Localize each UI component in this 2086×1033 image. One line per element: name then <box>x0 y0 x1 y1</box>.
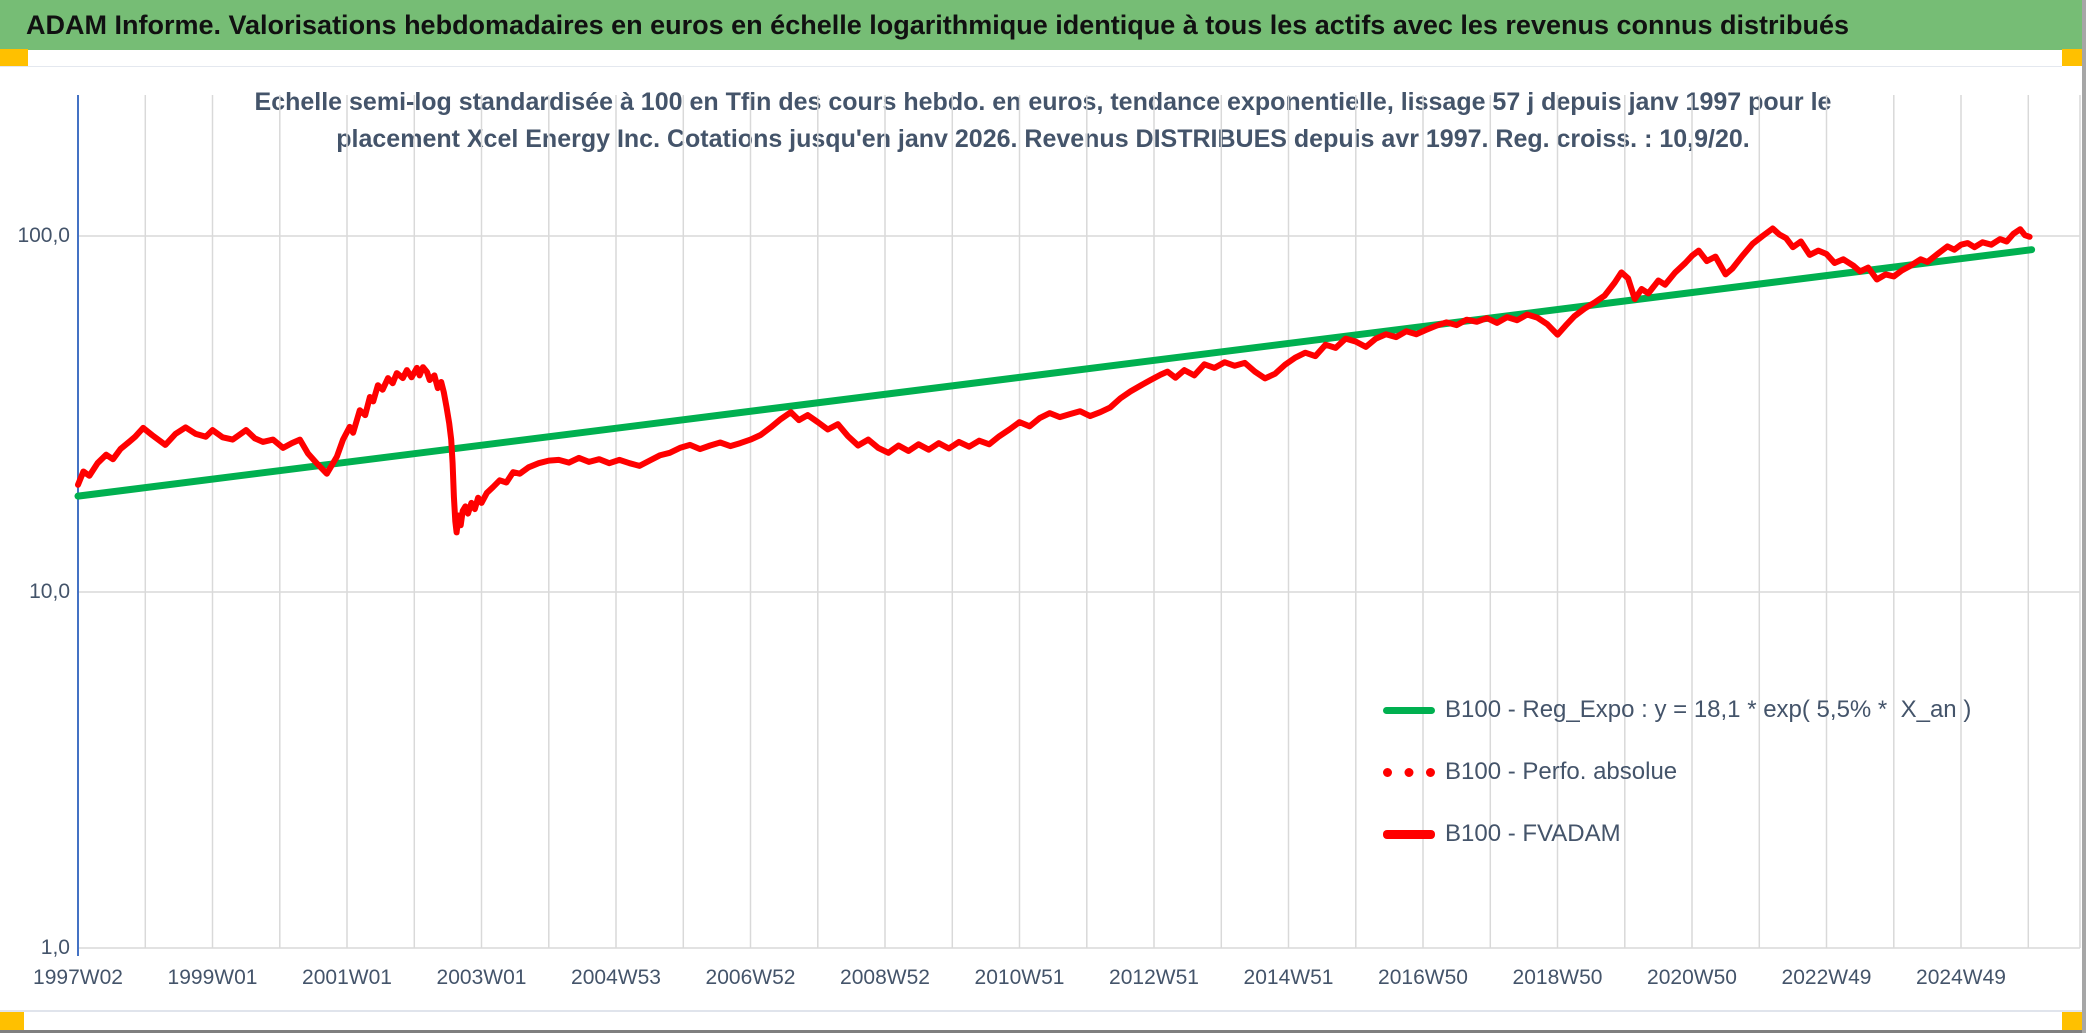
chart-title-line-2: placement Xcel Energy Inc. Cotations jus… <box>336 125 1750 153</box>
gold-corner-bottom-left <box>0 1012 24 1030</box>
y-tick-label: 1,0 <box>40 936 70 959</box>
x-tick-label: 2006W52 <box>705 966 796 989</box>
x-tick-label: 2004W53 <box>571 966 661 989</box>
legend-item: B100 - Perfo. absolue <box>1383 741 1971 803</box>
x-tick-label: 2001W01 <box>302 966 392 989</box>
gold-corner-bottom-right <box>2062 1012 2082 1030</box>
legend-swatch-solid-line <box>1383 706 1435 714</box>
page-title: ADAM Informe. Valorisations hebdomadaire… <box>26 10 1850 40</box>
gold-corner-top-left <box>0 49 28 66</box>
series-reg-expo-line <box>74 246 2036 500</box>
title-banner: ADAM Informe. Valorisations hebdomadaire… <box>0 0 2082 50</box>
y-tick-label: 10,0 <box>29 580 70 603</box>
x-tick-label: 1997W02 <box>33 966 123 989</box>
header-separator <box>0 66 2062 67</box>
right-edge-border <box>2082 0 2086 1033</box>
gold-corner-top-right <box>2062 49 2082 66</box>
bottom-edge-line <box>0 1030 2086 1033</box>
footer-separator <box>0 1010 2086 1012</box>
x-tick-label: 2014W51 <box>1243 966 1334 989</box>
series-fvadam-line <box>75 225 2033 536</box>
x-tick-label: 1999W01 <box>167 966 258 989</box>
chart-title-line-1: Echelle semi-log standardisée à 100 en T… <box>254 88 1832 116</box>
legend-item: B100 - FVADAM <box>1383 803 1971 865</box>
legend-item-label: B100 - FVADAM <box>1445 820 1621 847</box>
legend-swatch-dotted-line <box>1383 767 1435 777</box>
y-tick-label: 100,0 <box>17 224 70 247</box>
legend-item: B100 - Reg_Expo : y = 18,1 * exp( 5,5% *… <box>1383 679 1971 741</box>
x-tick-label: 2022W49 <box>1781 966 1872 989</box>
x-tick-label: 2010W51 <box>974 966 1065 989</box>
x-tick-label: 2008W52 <box>840 966 930 989</box>
chart-legend: B100 - Reg_Expo : y = 18,1 * exp( 5,5% *… <box>1383 679 1971 865</box>
legend-item-label: B100 - Reg_Expo : y = 18,1 * exp( 5,5% *… <box>1445 696 1972 723</box>
x-tick-label: 2018W50 <box>1512 966 1603 989</box>
x-tick-label: 2012W51 <box>1109 966 1199 989</box>
legend-item-label: B100 - Perfo. absolue <box>1445 758 1678 785</box>
x-tick-label: 2016W50 <box>1378 966 1468 989</box>
legend-swatch-solid-line <box>1383 829 1435 839</box>
chart-title: Echelle semi-log standardisée à 100 en T… <box>0 84 2086 158</box>
x-tick-label: 2024W49 <box>1916 966 2006 989</box>
x-tick-label: 2020W50 <box>1647 966 1737 989</box>
x-tick-label: 2003W01 <box>436 966 527 989</box>
